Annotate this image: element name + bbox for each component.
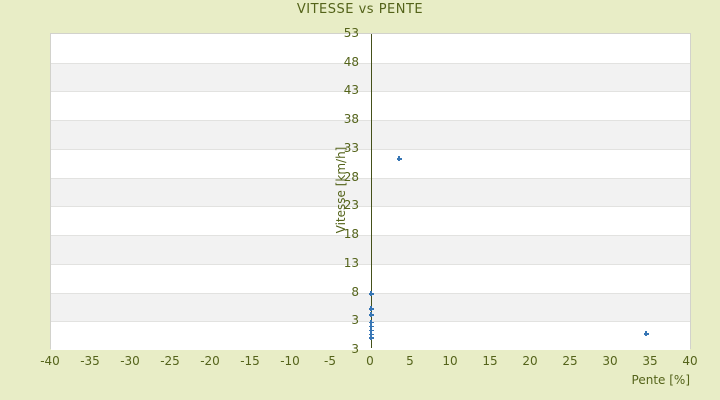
y-tick-label: 48 — [343, 54, 359, 69]
x-axis-title: Pente [%] — [631, 373, 690, 387]
x-tick-label: 40 — [682, 354, 698, 368]
x-tick-label: -10 — [280, 354, 300, 368]
plot-band — [51, 177, 690, 207]
y-tick-label: 23 — [343, 198, 359, 213]
data-point — [368, 291, 374, 297]
x-tick-label: 15 — [482, 354, 498, 368]
plot-band — [51, 148, 690, 178]
data-point — [368, 323, 374, 329]
y-tick-label: 18 — [343, 227, 359, 242]
plot-band — [51, 62, 690, 92]
x-tick-label: -35 — [80, 354, 100, 368]
plot-band — [51, 206, 690, 236]
y-tick-label: 43 — [343, 83, 359, 98]
data-point — [396, 156, 402, 162]
plot-band — [51, 235, 690, 264]
x-tick-label: 35 — [642, 354, 658, 368]
data-point — [368, 335, 374, 341]
y-tick-label: 3 — [351, 313, 359, 328]
y-axis-line — [371, 34, 372, 348]
plot-band — [51, 34, 690, 63]
data-point — [368, 327, 374, 333]
plot-band — [51, 91, 690, 121]
x-tick-label: 0 — [366, 354, 374, 368]
y-axis-title: Vitesse [km/h] — [334, 146, 348, 234]
x-tick-label: -15 — [240, 354, 260, 368]
x-tick-label: -25 — [160, 354, 180, 368]
x-tick-label: 30 — [602, 354, 618, 368]
y-tick-label: 33 — [343, 140, 359, 155]
x-tick-label: 10 — [442, 354, 458, 368]
y-tick-label: 3 — [351, 342, 359, 356]
plot-area: 53 48 43 38 33 28 23 18 13 8 3 3 — [50, 27, 691, 356]
x-tick-label: -20 — [200, 354, 220, 368]
plot-band — [51, 263, 690, 293]
x-tick-label: 20 — [522, 354, 538, 368]
x-tick-label: -5 — [324, 354, 336, 368]
plot-band — [51, 120, 690, 149]
data-point — [368, 306, 374, 312]
y-tick-label: 8 — [351, 284, 359, 299]
data-point — [368, 331, 374, 337]
y-tick-label: 28 — [343, 169, 359, 184]
x-tick-label: -40 — [40, 354, 60, 368]
x-tick-label: -30 — [120, 354, 140, 368]
x-tick-label: 5 — [406, 354, 414, 368]
data-point — [368, 319, 374, 325]
data-point — [368, 312, 374, 318]
data-point — [643, 331, 649, 337]
y-tick-label: 13 — [343, 255, 359, 270]
y-tick-label: 53 — [343, 26, 359, 40]
x-tick-label: 25 — [562, 354, 578, 368]
y-tick-label: 38 — [343, 112, 359, 127]
chart-title: VITESSE vs PENTE — [296, 2, 424, 17]
